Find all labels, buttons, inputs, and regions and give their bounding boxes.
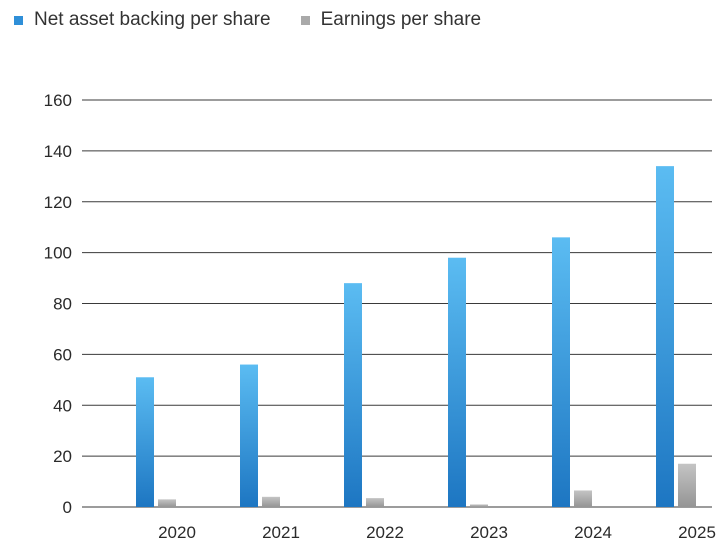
bar-earnings-2024 — [574, 490, 592, 507]
bar-net-asset-backing-2020 — [136, 377, 154, 507]
x-axis: 2020 2021 2022 2023 2024 2025 — [158, 523, 716, 542]
y-tick-label: 100 — [44, 244, 72, 263]
y-tick-label: 160 — [44, 91, 72, 110]
x-tick-label: 2024 — [574, 523, 612, 542]
bar-earnings-2025 — [678, 463, 696, 507]
x-tick-label: 2020 — [158, 523, 196, 542]
legend-item-earnings: Earnings per share — [300, 9, 482, 31]
legend-swatch-earnings — [300, 15, 310, 25]
chart-legend: Net asset backing per share Earnings per… — [14, 8, 481, 32]
y-tick-label: 140 — [44, 142, 72, 161]
bar-net-asset-backing-2021 — [240, 364, 258, 507]
x-tick-label: 2021 — [262, 523, 300, 542]
bar-earnings-2022 — [366, 498, 384, 507]
y-tick-label: 80 — [53, 295, 72, 314]
x-tick-label: 2023 — [470, 523, 508, 542]
legend-swatch-net-asset-backing — [14, 15, 23, 25]
bar-earnings-2021 — [262, 496, 280, 507]
y-axis: 0 20 40 60 80 100 120 140 160 — [44, 91, 72, 517]
bar-earnings-2020 — [158, 499, 176, 507]
bar-net-asset-backing-2023 — [448, 257, 466, 507]
gridlines — [82, 99, 712, 508]
x-tick-label: 2022 — [366, 523, 404, 542]
y-tick-label: 0 — [63, 498, 72, 517]
y-tick-label: 120 — [44, 193, 72, 212]
bar-net-asset-backing-2022 — [344, 283, 362, 507]
x-tick-label: 2025 — [678, 523, 716, 542]
legend-label-earnings: Earnings per share — [320, 9, 482, 30]
bar-net-asset-backing-2024 — [552, 237, 570, 508]
bar-earnings-2023 — [470, 504, 488, 507]
y-tick-label: 20 — [53, 447, 72, 466]
bars — [136, 166, 696, 508]
legend-label-net-asset-backing: Net asset backing per share — [34, 9, 271, 30]
y-tick-label: 60 — [53, 345, 72, 364]
legend-item-net-asset-backing: Net asset backing per share — [14, 9, 271, 31]
bar-net-asset-backing-2025 — [656, 166, 674, 507]
y-tick-label: 40 — [53, 396, 72, 415]
